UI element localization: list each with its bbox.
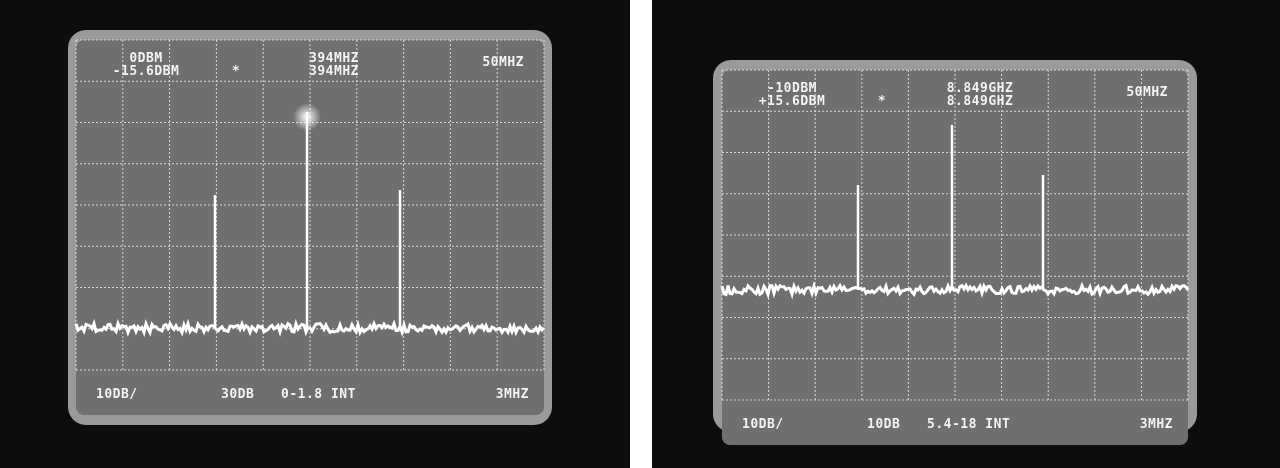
readout: 50MHZ <box>1126 85 1168 100</box>
readout: 10DB <box>867 417 900 432</box>
readout: 30DB <box>221 387 254 402</box>
readout: 3MHZ <box>496 387 529 402</box>
readout: 3MHZ <box>1140 417 1173 432</box>
readout: 50MHZ <box>482 55 524 70</box>
readout: 0-1.8 INT <box>281 387 356 402</box>
screen-right: -10DBM+15.6DBM*8.849GHZ8.849GHZ50MHZ10DB… <box>713 60 1197 445</box>
readout: 394MHZ <box>309 64 359 79</box>
readout: 10DB/ <box>742 417 784 432</box>
readout: 8.849GHZ <box>947 94 1014 109</box>
glow <box>293 103 321 131</box>
photo: 0DBM-15.6DBM*394MHZ394MHZ50MHZ10DB/30DB0… <box>0 0 1280 468</box>
readout: * <box>878 94 886 109</box>
readout: 5.4-18 INT <box>927 417 1010 432</box>
readout: * <box>232 64 240 79</box>
readout: 10DB/ <box>96 387 138 402</box>
readout: +15.6DBM <box>759 94 826 109</box>
readout: -15.6DBM <box>113 64 180 79</box>
